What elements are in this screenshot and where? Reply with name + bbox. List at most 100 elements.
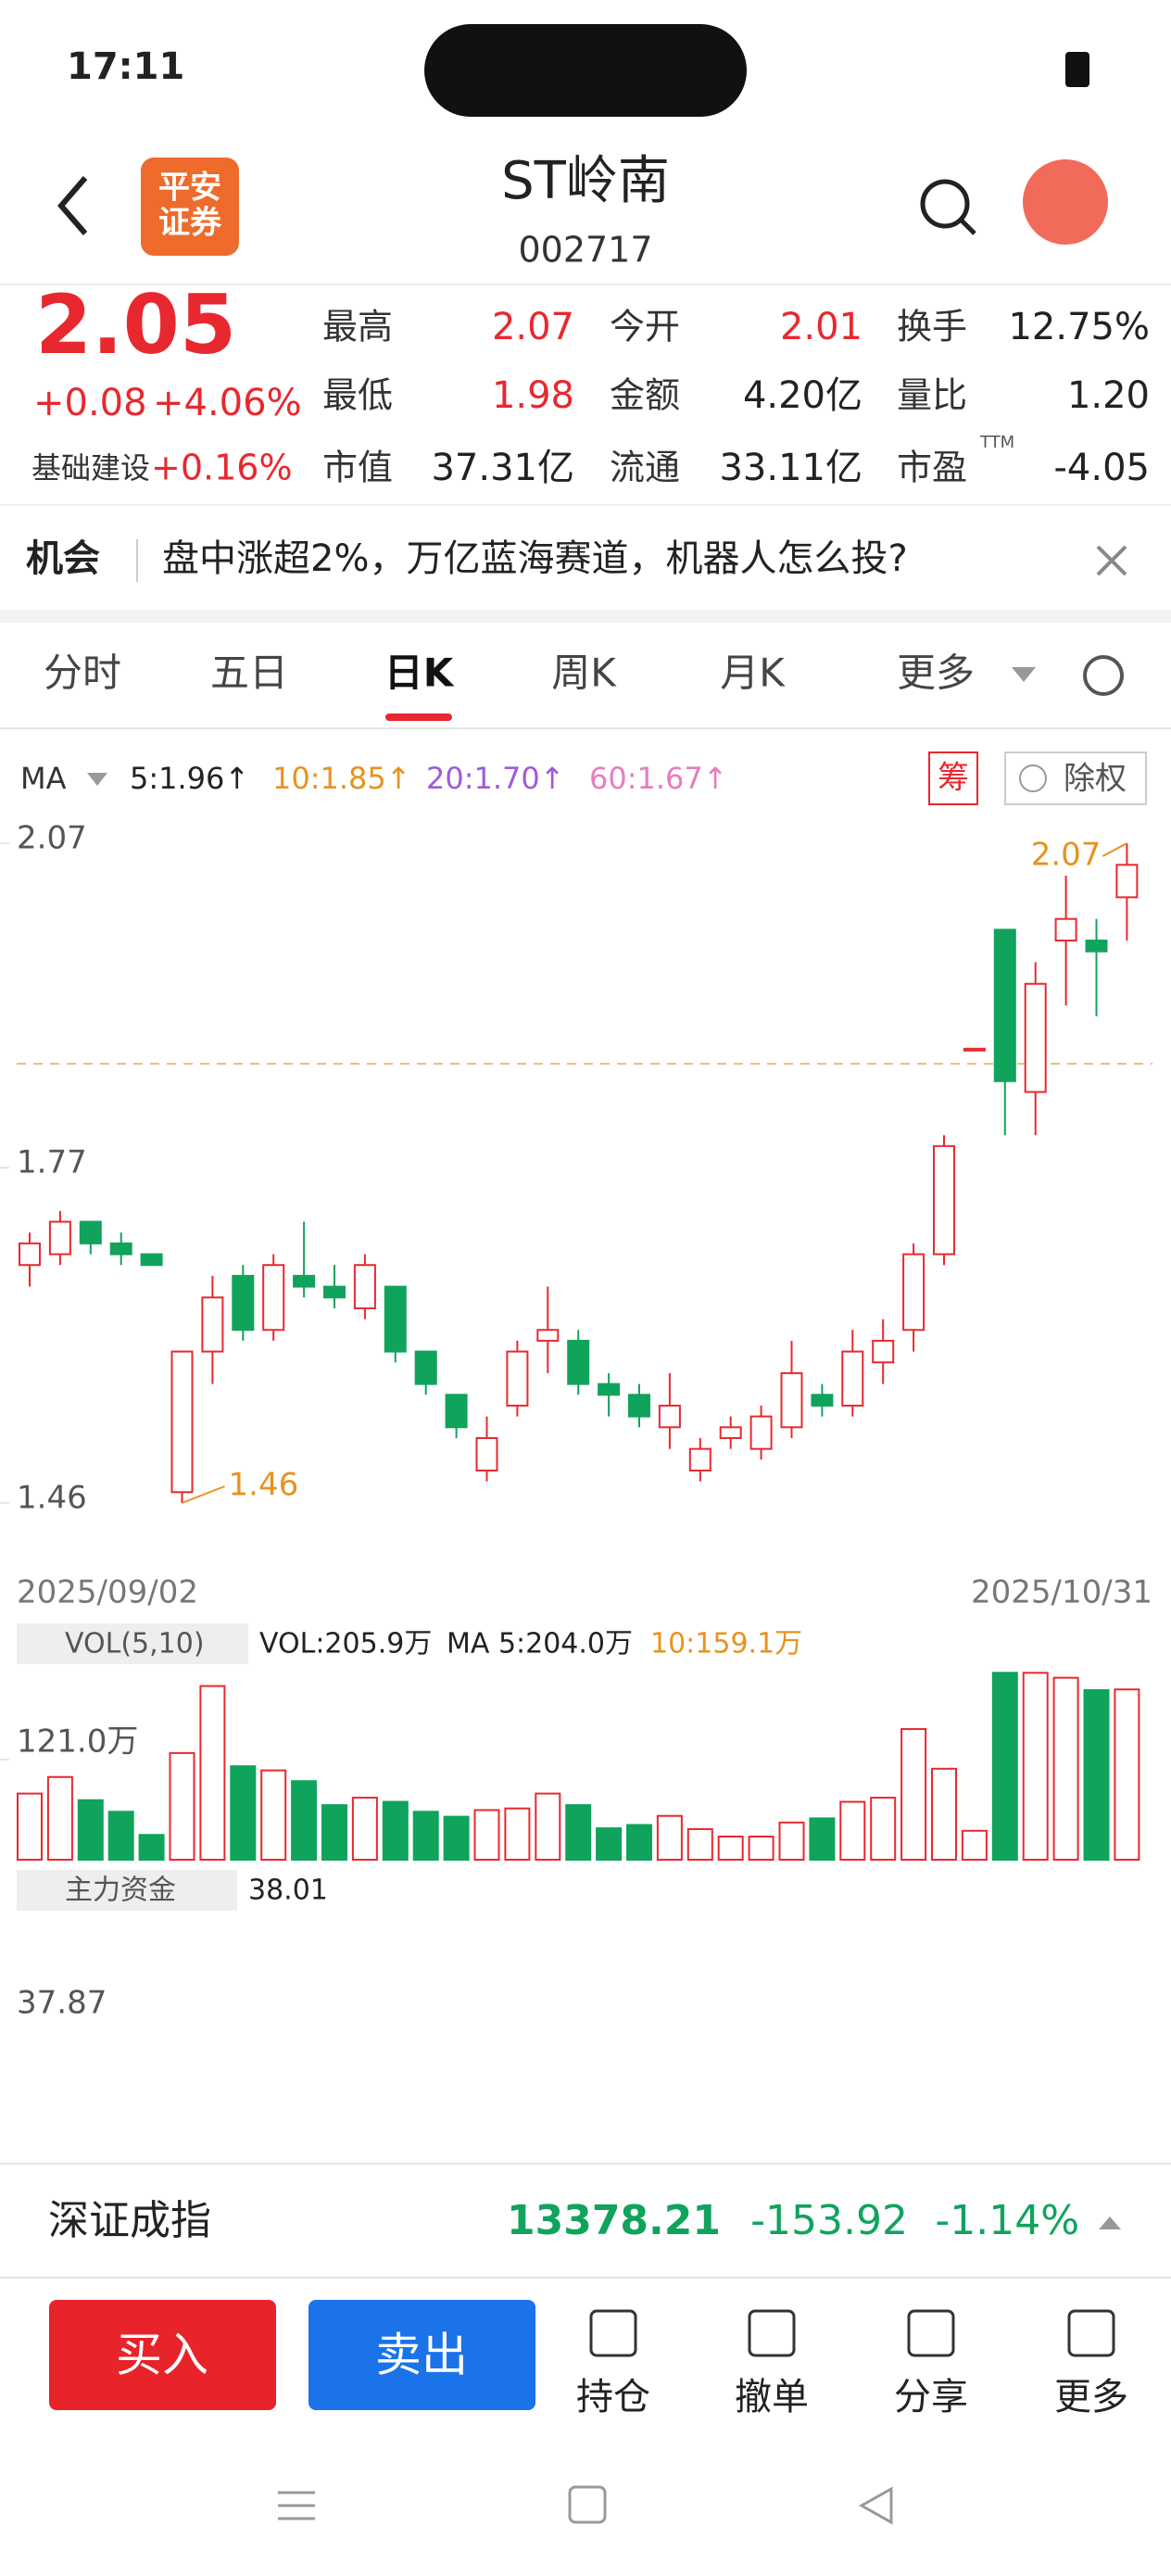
tab[interactable]: 月K	[720, 650, 786, 696]
volume-bar	[382, 1800, 409, 1861]
chip-button[interactable]	[928, 751, 978, 805]
high-label: 2.07	[1031, 837, 1102, 874]
candle-body	[872, 1339, 895, 1364]
action-label[interactable]: 持仓	[576, 2376, 650, 2418]
fund-selector[interactable]	[17, 1870, 237, 1911]
candle-body	[1115, 864, 1139, 899]
stat-value: -4.05	[1054, 447, 1151, 489]
adjust-button[interactable]	[1004, 751, 1147, 805]
action-label[interactable]: 撤单	[735, 2376, 809, 2418]
stat-label: 金额	[610, 375, 680, 416]
search-button[interactable]	[920, 179, 970, 229]
fund-value: 38.01	[248, 1875, 328, 1907]
candle-body	[109, 1242, 132, 1256]
tab[interactable]: 日K	[384, 650, 455, 696]
candle-body	[353, 1264, 376, 1309]
volume-bar	[626, 1824, 652, 1862]
index-toggle[interactable]	[1099, 2216, 1121, 2229]
settings-button[interactable]	[1083, 655, 1124, 696]
candle-body	[567, 1339, 590, 1385]
x-end: 2025/10/31	[971, 1574, 1152, 1611]
stat-value: 4.20亿	[743, 374, 863, 417]
volume-bar	[351, 1797, 378, 1862]
nav-back[interactable]	[858, 2486, 893, 2525]
vol-selector[interactable]	[17, 1623, 248, 1664]
low-pointer	[182, 1485, 225, 1504]
tab[interactable]: 周K	[551, 650, 617, 696]
volume-bar	[778, 1821, 805, 1862]
candle-body	[811, 1394, 834, 1407]
volume-bar	[1114, 1688, 1140, 1861]
volume-bar	[1052, 1676, 1079, 1861]
pe-ttm: TTM	[979, 433, 1014, 452]
y-tick-label: 1.46	[17, 1480, 87, 1517]
nav-home[interactable]	[568, 2485, 607, 2524]
ma-label: MA	[20, 761, 67, 796]
stat-label: 市值	[322, 448, 393, 488]
vol-ma10: 10:159.1万	[650, 1628, 802, 1661]
action-label[interactable]: 分享	[894, 2376, 968, 2418]
volume-bar	[596, 1827, 623, 1861]
action-icon	[907, 2309, 955, 2357]
y-tick-label: 121.0万	[17, 1724, 138, 1761]
action-label[interactable]: 更多	[1054, 2376, 1128, 2418]
stat-value: 1.20	[1067, 374, 1150, 417]
candle-body	[170, 1350, 194, 1494]
price: 2.05	[35, 277, 236, 373]
tab[interactable]: 更多	[897, 650, 975, 696]
candle-body	[749, 1415, 773, 1450]
stat-label: 市盈	[897, 448, 967, 488]
stat-label: 今开	[610, 307, 680, 347]
candle-body	[232, 1274, 255, 1332]
close-banner[interactable]	[1096, 545, 1127, 576]
y-tick-label: 1.77	[17, 1144, 87, 1181]
candle-body	[140, 1253, 163, 1267]
stat-label: 量比	[897, 375, 967, 416]
ma-item: 20:1.70↑	[426, 761, 565, 796]
broker-logo	[141, 158, 239, 256]
stat-value: 33.11亿	[719, 447, 863, 489]
tab[interactable]: 分时	[44, 650, 121, 696]
stock-name: ST岭南	[501, 151, 670, 211]
volume-bar	[230, 1765, 257, 1862]
candle-body	[414, 1350, 437, 1385]
candle-body	[293, 1274, 316, 1288]
avatar[interactable]	[1023, 159, 1108, 245]
candle-body	[536, 1329, 560, 1342]
nav-menu[interactable]	[278, 2491, 315, 2520]
volume-bar	[870, 1797, 897, 1862]
candle-body	[445, 1394, 468, 1429]
candle-body	[262, 1264, 285, 1332]
index-name: 深证成指	[48, 2197, 211, 2244]
back-button[interactable]	[57, 176, 88, 235]
logo-text: 证券	[158, 205, 222, 242]
ma-arrow	[87, 773, 107, 786]
banner-tag: 机会	[26, 537, 100, 580]
index-pct: -1.14%	[935, 2197, 1079, 2244]
stat-label: 换手	[897, 307, 967, 347]
candle-body	[201, 1296, 224, 1353]
candle-body	[841, 1350, 864, 1407]
stat-value: 37.31亿	[431, 447, 574, 489]
volume-bar	[291, 1780, 318, 1862]
stat-value: 2.01	[780, 306, 863, 348]
stat-label: 流通	[610, 448, 680, 488]
adjust-label: 除权	[1064, 761, 1127, 798]
tab[interactable]: 五日	[210, 650, 288, 696]
volume-bar	[473, 1809, 500, 1862]
volume-bar	[991, 1672, 1018, 1862]
change: +0.08	[33, 382, 147, 424]
volume-bar	[686, 1827, 713, 1862]
candle-body	[902, 1253, 925, 1332]
volume-bar	[717, 1836, 744, 1862]
volume-bar	[138, 1834, 165, 1862]
candle-body	[506, 1350, 529, 1407]
sell-button[interactable]	[308, 2300, 535, 2410]
buy-button[interactable]	[49, 2300, 276, 2410]
sector-pct: +0.16%	[151, 448, 293, 488]
volume-bar	[169, 1751, 195, 1861]
banner-text[interactable]: 盘中涨超2%，万亿蓝海赛道，机器人怎么投?	[162, 537, 908, 580]
candle-body	[719, 1426, 742, 1439]
